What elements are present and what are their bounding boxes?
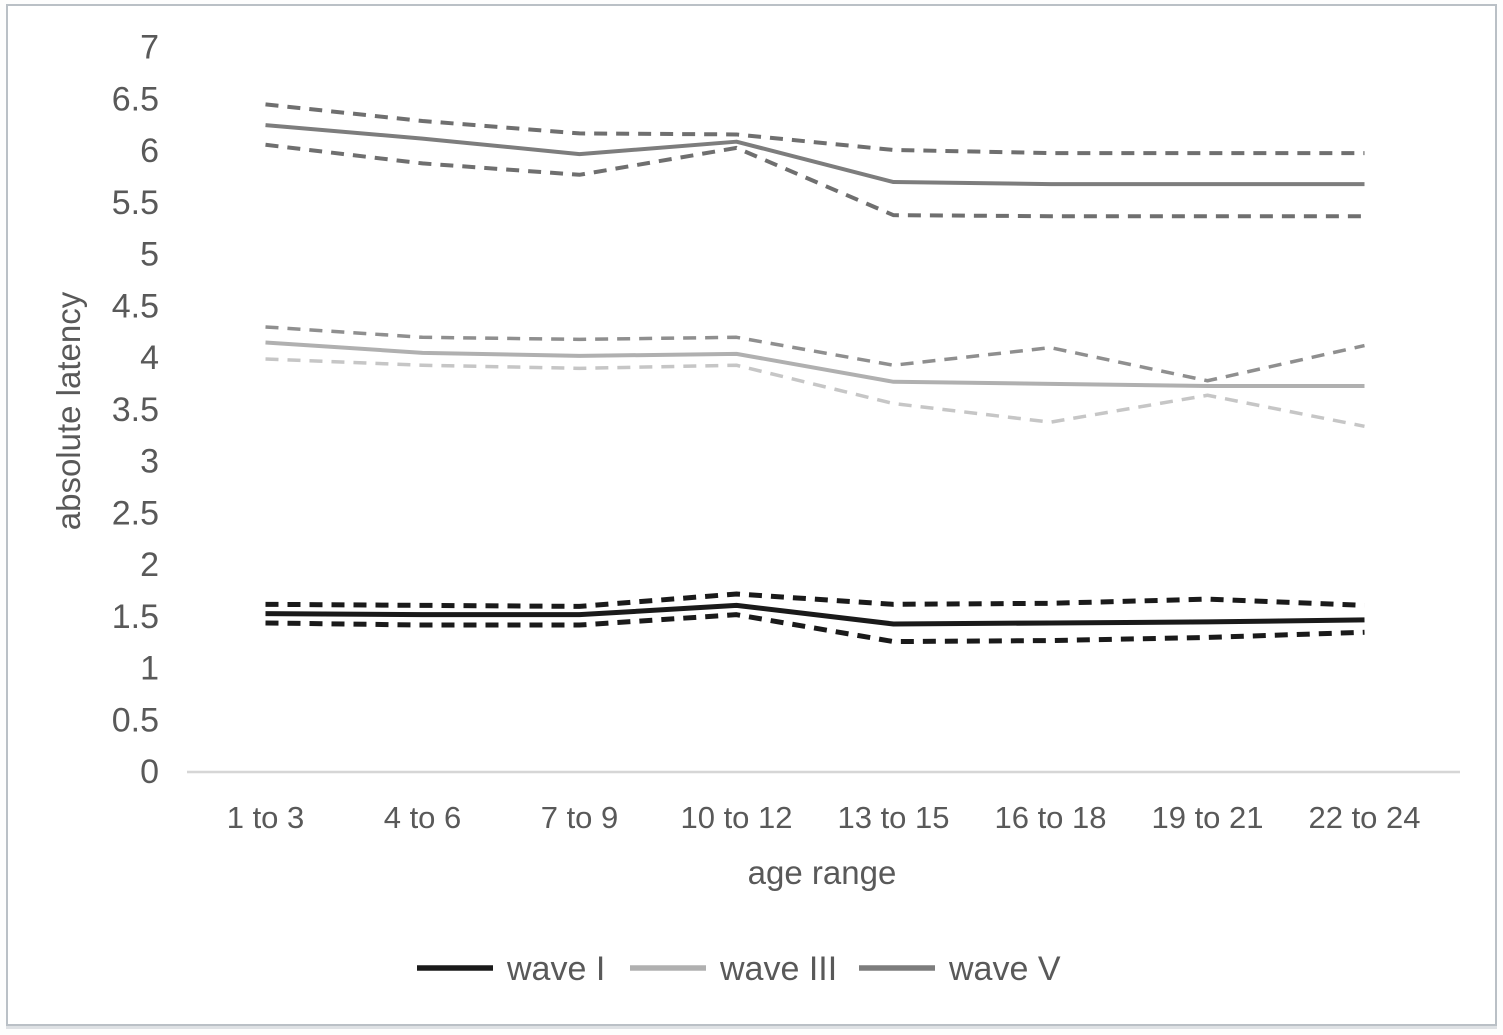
x-axis-title: age range xyxy=(748,854,897,891)
y-tick-label-7: 7 xyxy=(140,29,159,67)
x-tick-label-16-to-18: 16 to 18 xyxy=(994,800,1106,835)
latency-line-chart: 0 0.5 1 1.5 2 2.5 3 3.5 4 4.5 5 5.5 6 6.5 7 1 to 3 4 to … xyxy=(50,29,1460,988)
y-tick-label-1: 1 xyxy=(140,650,159,688)
series-wave-III-upper-bound xyxy=(265,325,1365,383)
x-tick-label-13-to-15: 13 to 15 xyxy=(837,800,949,835)
series-wave-I-lower-bound xyxy=(265,612,1365,645)
x-tick-label-22-to-24: 22 to 24 xyxy=(1308,800,1420,835)
series-wave-V-mean xyxy=(265,123,1365,187)
y-tick-label-3: 3 xyxy=(140,443,159,481)
y-tick-label-6.5: 6.5 xyxy=(112,80,159,118)
legend: wave I wave III wave V xyxy=(417,950,1061,988)
y-tick-label-5: 5 xyxy=(140,236,159,274)
y-tick-label-4.5: 4.5 xyxy=(112,287,159,325)
y-tick-label-0.5: 0.5 xyxy=(112,701,159,739)
series-wave-V-upper-bound xyxy=(265,102,1365,156)
y-tick-label-6: 6 xyxy=(140,132,159,170)
series-wave-III-lower-bound xyxy=(265,357,1365,429)
y-tick-label-0: 0 xyxy=(140,753,159,791)
x-tick-label-4-to-6: 4 to 6 xyxy=(384,800,462,835)
series-wave-I-upper-bound xyxy=(265,591,1365,609)
y-tick-label-2.5: 2.5 xyxy=(112,494,159,532)
chart-frame: 0 0.5 1 1.5 2 2.5 3 3.5 4 4.5 5 5.5 6 6.5 7 1 to 3 4 to … xyxy=(6,4,1497,1026)
legend-label-wave-V: wave V xyxy=(948,950,1061,988)
y-tick-label-1.5: 1.5 xyxy=(112,598,159,636)
series-wave-V-lower-bound xyxy=(265,142,1365,219)
axes-layer: 0 0.5 1 1.5 2 2.5 3 3.5 4 4.5 5 5.5 6 6.5 7 1 to 3 4 to … xyxy=(112,29,1460,835)
y-tick-label-4: 4 xyxy=(140,339,159,377)
legend-label-wave-I: wave I xyxy=(506,950,605,988)
legend-item-wave-V: wave V xyxy=(859,950,1061,988)
legend-label-wave-III: wave III xyxy=(719,950,837,988)
series-layer xyxy=(265,102,1365,645)
series-wave-I-mean xyxy=(265,602,1365,627)
y-tick-label-3.5: 3.5 xyxy=(112,391,159,429)
series-wave-III-mean xyxy=(265,340,1365,388)
y-tick-label-5.5: 5.5 xyxy=(112,184,159,222)
x-tick-label-19-to-21: 19 to 21 xyxy=(1151,800,1263,835)
legend-item-wave-III: wave III xyxy=(630,950,837,988)
y-axis-title: absolute latency xyxy=(50,291,87,530)
y-tick-label-2: 2 xyxy=(140,546,159,584)
x-tick-label-10-to-12: 10 to 12 xyxy=(680,800,792,835)
x-tick-label-7-to-9: 7 to 9 xyxy=(541,800,619,835)
x-tick-label-1-to-3: 1 to 3 xyxy=(227,800,305,835)
legend-item-wave-I: wave I xyxy=(417,950,605,988)
